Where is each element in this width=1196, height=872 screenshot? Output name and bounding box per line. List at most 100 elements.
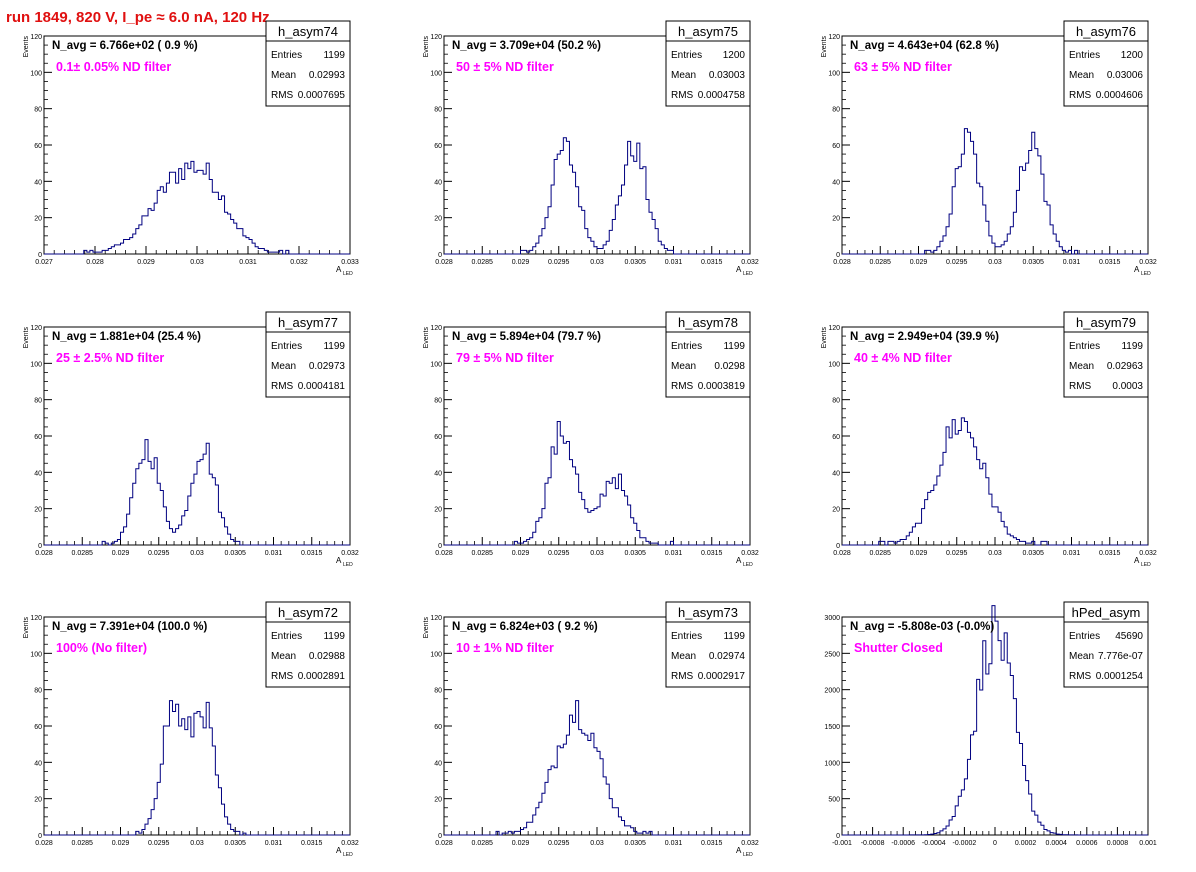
summary-text: N_avg = 3.709e+04 (50.2 %)	[452, 40, 601, 52]
summary-text: N_avg = 7.391e+04 (100.0 %)	[52, 621, 208, 633]
x-tick-label: 0.0315	[701, 550, 723, 557]
x-tick-label: 0.032	[341, 550, 359, 557]
x-tick-label: 0.031	[265, 550, 283, 557]
y-tick-label: 80	[434, 688, 442, 695]
y-tick-label: 120	[30, 34, 42, 41]
x-axis-title: A	[1134, 265, 1140, 274]
x-tick-label: 0.032	[290, 259, 308, 266]
stats-label-rms: RMS	[671, 90, 694, 101]
stats-label-mean: Mean	[1069, 361, 1094, 372]
stats-box	[1063, 20, 1149, 107]
histogram-panel-h_asym73: 0 20 40 60 80 100 120 0.028 0.0285 0.029 0.0295 0.0…	[423, 601, 759, 858]
stats-label-mean: Mean	[1069, 70, 1094, 81]
x-tick-label: 0.03	[590, 259, 604, 266]
histogram-panel-h_asym79: 0 20 40 60 80 100 120 0.028 0.0285 0.029 0.0295 0.0…	[821, 311, 1157, 568]
x-tick-label: 0.028	[833, 550, 851, 557]
x-axis-title: A	[336, 846, 342, 855]
y-tick-label: 40	[434, 470, 442, 477]
stats-value-mean: 0.02993	[309, 70, 346, 81]
stats-value-entries: 1199	[323, 341, 345, 352]
x-tick-label: 0.029	[910, 550, 928, 557]
histogram-line	[444, 420, 750, 546]
x-tick-label: -0.001	[832, 840, 852, 847]
x-tick-label: 0.028	[35, 550, 53, 557]
y-tick-label: 60	[34, 143, 42, 150]
x-axis-title: A	[736, 265, 742, 274]
stats-value-rms: 0.0002917	[698, 671, 746, 682]
y-tick-label: 60	[832, 143, 840, 150]
y-tick-label: 100	[430, 361, 442, 368]
y-axis-title: Events	[423, 617, 430, 639]
x-tick-label: 0.029	[112, 840, 130, 847]
y-tick-label: 40	[34, 760, 42, 767]
x-tick-label: 0.032	[741, 550, 759, 557]
y-tick-label: 100	[30, 651, 42, 658]
stats-label-entries: Entries	[1069, 631, 1100, 642]
stats-value-rms: 0.0003	[1112, 381, 1143, 392]
histogram-panel-h_asym74: 0 20 40 60 80 100 120 0.027 0.028 0.029 0.03 0.031 0…	[23, 20, 359, 277]
stats-label-entries: Entries	[671, 50, 702, 61]
x-axis-subscript: LED	[743, 562, 753, 568]
x-tick-label: -0.0008	[861, 840, 885, 847]
y-tick-label: 80	[832, 107, 840, 114]
x-tick-label: 0.028	[833, 259, 851, 266]
stats-box	[665, 601, 751, 688]
x-tick-label: 0.029	[512, 840, 530, 847]
x-tick-label: 0.028	[35, 840, 53, 847]
x-tick-label: 0.0285	[472, 550, 494, 557]
x-tick-label: 0.032	[1139, 259, 1157, 266]
y-tick-label: 100	[430, 651, 442, 658]
stats-label-entries: Entries	[1069, 50, 1100, 61]
histogram-line	[444, 137, 750, 255]
y-tick-label: 2500	[824, 651, 840, 658]
stats-box	[265, 311, 351, 398]
y-tick-label: 120	[30, 325, 42, 332]
x-axis-title: A	[1134, 556, 1140, 565]
stats-value-entries: 1199	[1121, 341, 1143, 352]
stats-title: h_asym77	[278, 315, 338, 330]
y-tick-label: 100	[828, 70, 840, 77]
x-tick-label: 0.029	[512, 259, 530, 266]
filter-note: 100% (No filter)	[56, 641, 147, 655]
y-tick-label: 80	[34, 107, 42, 114]
y-tick-label: 3000	[824, 615, 840, 622]
x-tick-label: 0.0295	[946, 550, 968, 557]
y-tick-label: 1500	[824, 724, 840, 731]
stats-label-entries: Entries	[271, 50, 302, 61]
x-tick-label: 0.0295	[148, 550, 170, 557]
y-tick-label: 0	[38, 833, 42, 840]
stats-title: h_asym79	[1076, 315, 1136, 330]
x-tick-label: 0.03	[190, 259, 204, 266]
stats-value-entries: 45690	[1115, 631, 1143, 642]
x-tick-label: 0.028	[86, 259, 104, 266]
y-tick-label: 500	[828, 797, 840, 804]
stats-value-rms: 0.0001254	[1096, 671, 1144, 682]
x-tick-label: 0.032	[741, 840, 759, 847]
histogram-line	[444, 700, 750, 836]
stats-label-mean: Mean	[271, 361, 296, 372]
filter-note: 0.1± 0.05% ND filter	[56, 60, 171, 74]
x-tick-label: 0.0295	[548, 550, 570, 557]
histogram-line	[44, 700, 350, 836]
x-axis-title: A	[736, 846, 742, 855]
stats-label-mean: Mean	[671, 361, 696, 372]
x-tick-label: 0	[993, 840, 997, 847]
y-tick-label: 2000	[824, 688, 840, 695]
y-tick-label: 100	[430, 70, 442, 77]
x-tick-label: 0.0315	[701, 259, 723, 266]
x-tick-label: 0.028	[435, 259, 453, 266]
stats-box	[1063, 311, 1149, 398]
x-tick-label: 0.0285	[870, 550, 892, 557]
x-tick-label: 0.033	[341, 259, 359, 266]
y-tick-label: 80	[434, 107, 442, 114]
histogram-line	[842, 417, 1148, 546]
y-tick-label: 0	[836, 833, 840, 840]
x-tick-label: -0.0006	[891, 840, 915, 847]
histogram-panel-h_asym75: 0 20 40 60 80 100 120 0.028 0.0285 0.029 0.0295 0.0…	[423, 20, 759, 277]
x-tick-label: 0.03	[190, 550, 204, 557]
x-axis-subscript: LED	[1141, 271, 1151, 277]
stats-value-rms: 0.0003819	[698, 381, 746, 392]
stats-value-mean: 0.02973	[309, 361, 346, 372]
stats-label-mean: Mean	[671, 651, 696, 662]
y-axis-title: Events	[423, 327, 430, 349]
